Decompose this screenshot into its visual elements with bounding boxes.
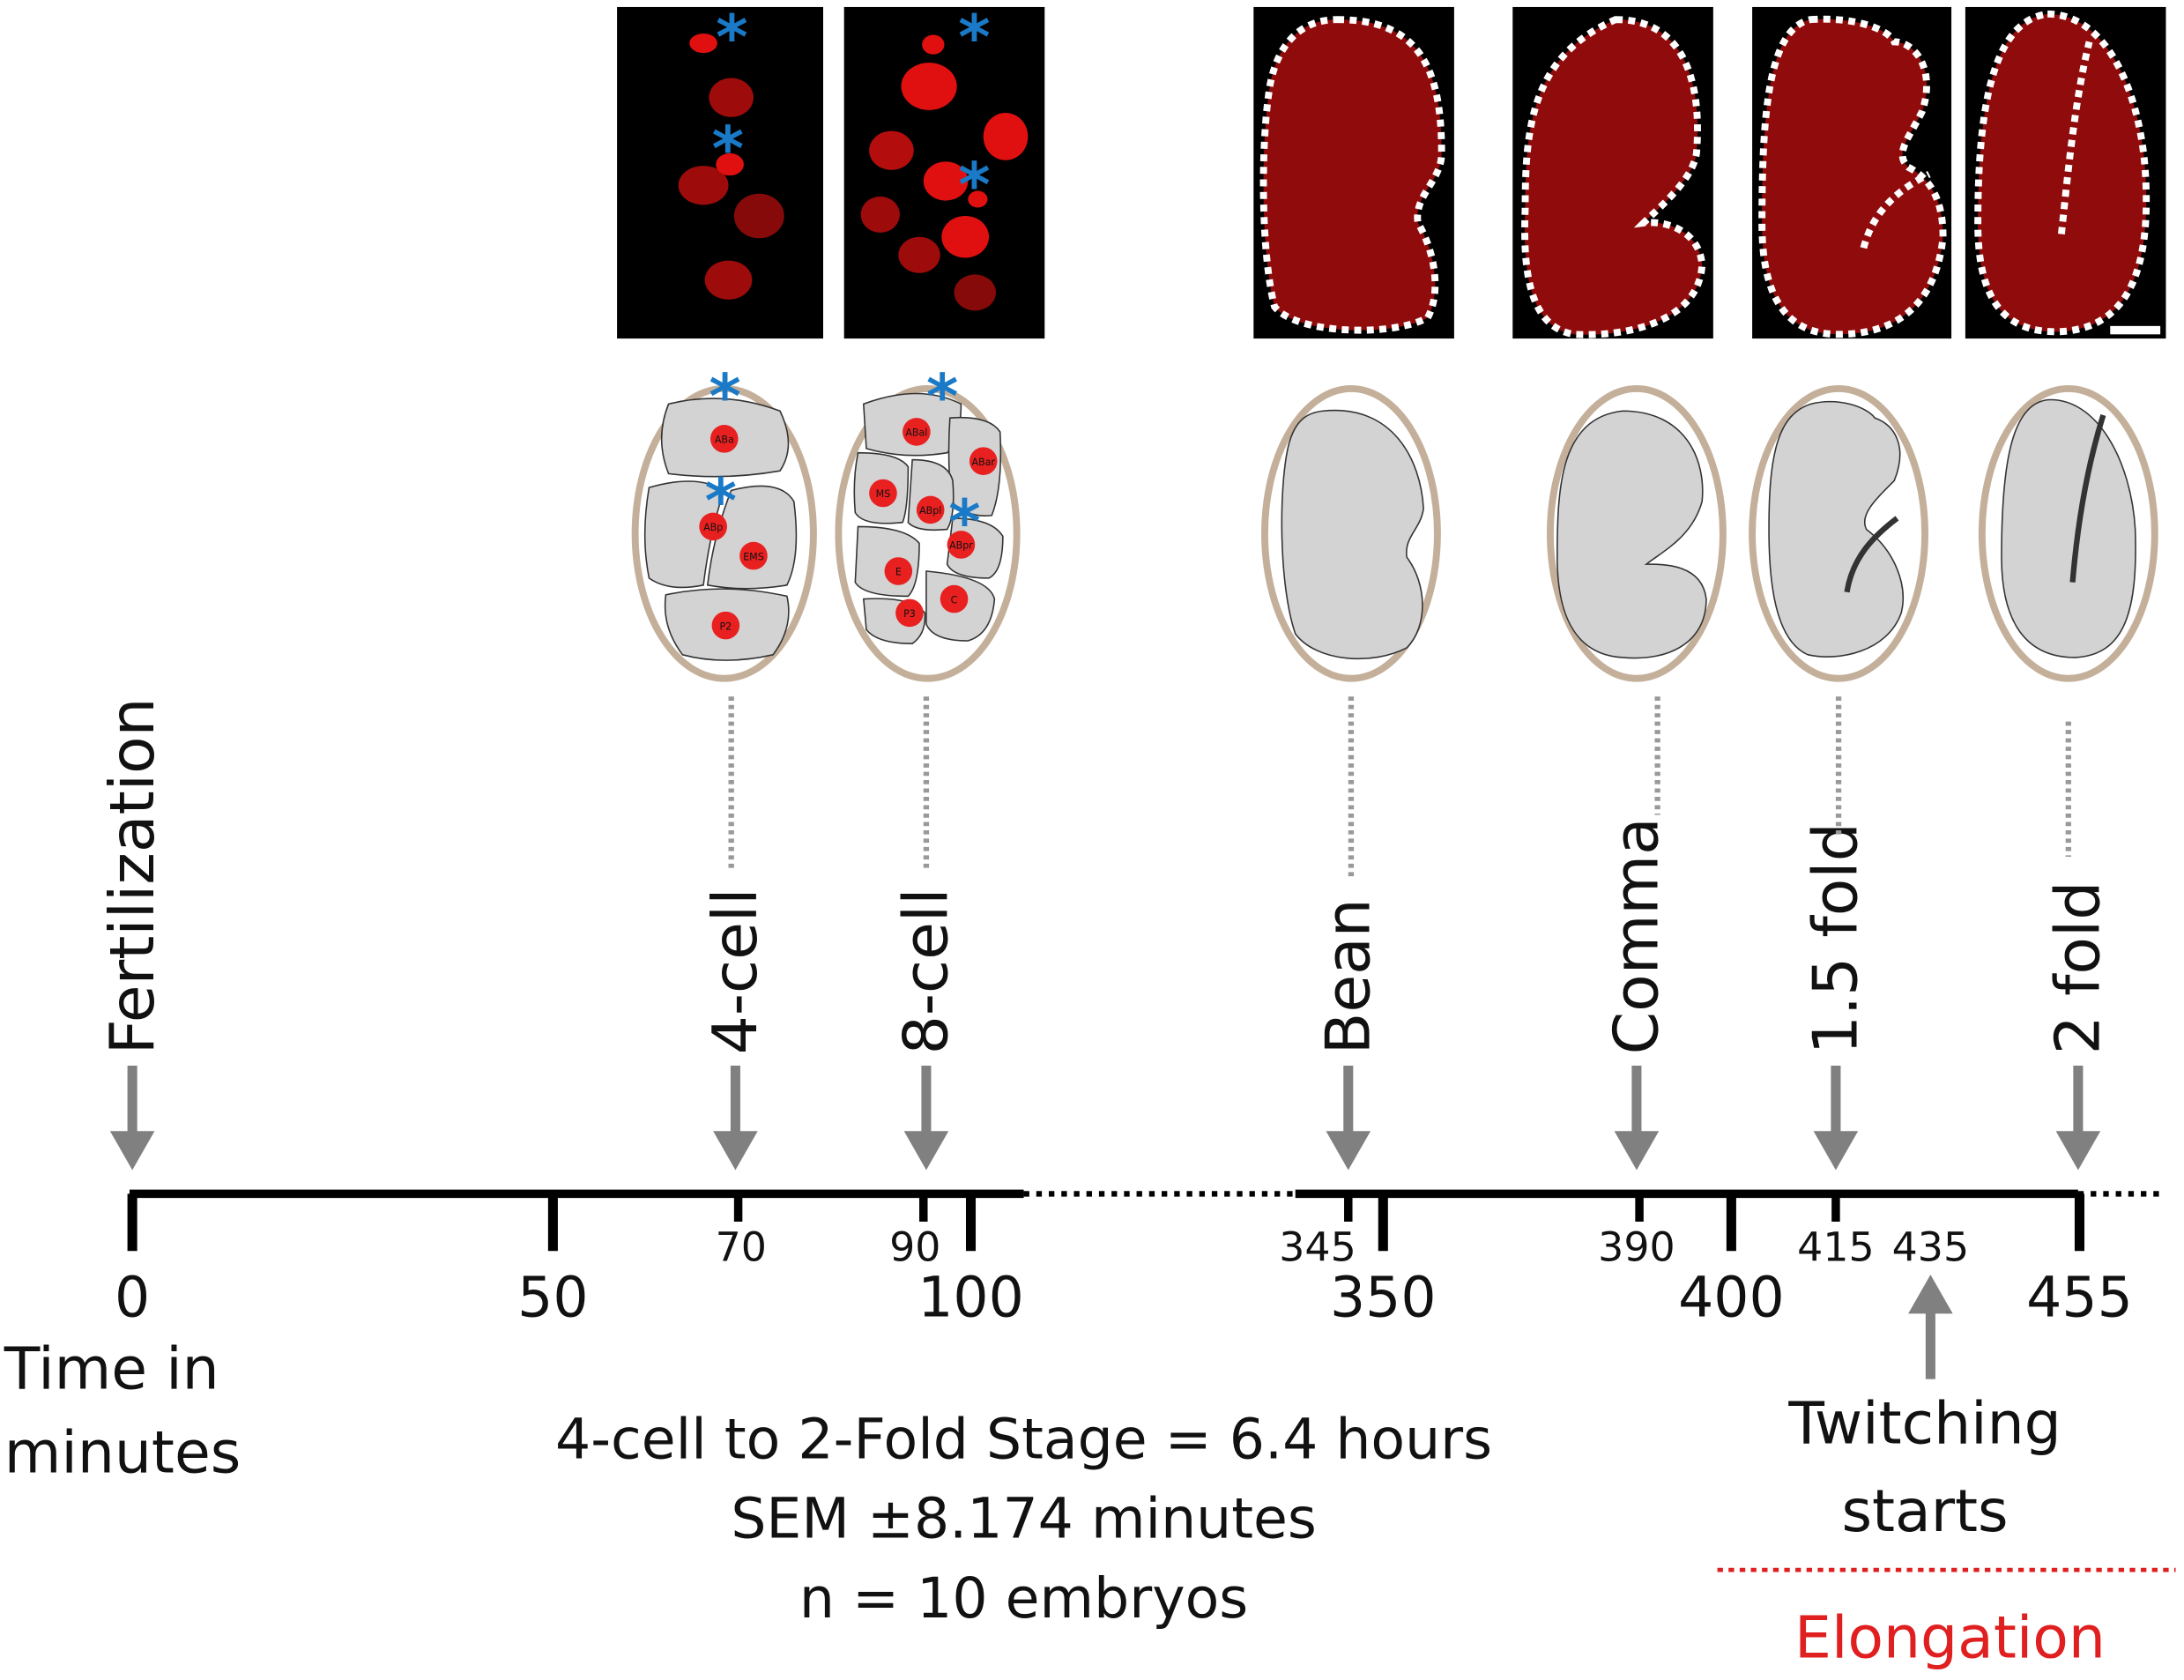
svg-text:*: * [948, 487, 980, 558]
stage-label: 8-cell [891, 888, 962, 1054]
stage-label: Comma [1601, 817, 1673, 1054]
cell-label: ABpl [919, 505, 941, 517]
major-tick-label: 50 [517, 1264, 588, 1329]
elongation-label: Elongation [1794, 1603, 2106, 1672]
cell-label: E [895, 567, 902, 578]
stage-arrow-head [1614, 1131, 1660, 1171]
stage-label: 1.5 fold [1801, 822, 1872, 1054]
svg-text:*: * [709, 361, 740, 433]
stage-arrow-head [2055, 1131, 2101, 1171]
schematics [631, 385, 2158, 682]
cell-label: P3 [903, 608, 916, 620]
svg-text:*: * [958, 150, 990, 221]
stage-arrow-head [713, 1131, 758, 1171]
svg-text:*: * [958, 2, 990, 73]
major-tick-label: 100 [917, 1264, 1024, 1329]
cell-label: ABp [703, 522, 723, 533]
stage-arrow-head [1326, 1131, 1371, 1171]
stage-arrow-head [109, 1131, 155, 1171]
axis-label: Time in [4, 1334, 219, 1403]
labels: Fertilization 4-cell 8-cell Bean Comma 1.5 fo… [4, 427, 2133, 1672]
svg-text:*: * [712, 114, 744, 185]
stage-label: 4-cell [700, 888, 771, 1054]
twitching-arrow-head [1908, 1275, 1953, 1314]
minor-tick-label: 70 [716, 1223, 767, 1270]
stage-label: 2 fold [2043, 881, 2114, 1055]
major-tick-label: 400 [1678, 1264, 1785, 1329]
nuclei [699, 418, 998, 640]
major-tick-label: 350 [1330, 1264, 1437, 1329]
minor-tick-label: 390 [1598, 1223, 1675, 1270]
svg-text:*: * [926, 361, 958, 433]
minor-tick-label: 415 [1797, 1223, 1874, 1270]
cell-label: P2 [720, 621, 732, 632]
stage-label: Fertilization [97, 697, 168, 1054]
cell-label: ABar [972, 457, 996, 468]
summary-line: 4-cell to 2-Fold Stage = 6.4 hours [555, 1407, 1492, 1472]
svg-text:*: * [716, 2, 747, 73]
cell-label: EMS [743, 551, 764, 562]
asterisks: * * * * * * * * [705, 2, 991, 558]
cell-label: ABal [905, 427, 927, 439]
cell-label: ABa [715, 435, 734, 446]
stage-label: Bean [1312, 898, 1384, 1054]
major-tick-label: 0 [115, 1264, 150, 1329]
embryo-shapes [1281, 398, 2136, 660]
timeline [129, 1189, 2176, 1572]
cell-shapes [643, 392, 1004, 661]
axis-label: minutes [4, 1417, 241, 1486]
micrographs [617, 6, 2166, 339]
twitching-label: starts [1841, 1476, 2008, 1545]
twitching-label: Twitching [1787, 1388, 2061, 1457]
minor-tick-label: 435 [1892, 1223, 1969, 1270]
stage-arrow-head [903, 1131, 949, 1171]
svg-text:*: * [705, 466, 737, 538]
stage-arrow-head [1813, 1131, 1859, 1171]
cell-label: C [951, 594, 958, 606]
cell-label: MS [876, 488, 891, 500]
cell-label: ABpr [949, 540, 973, 552]
major-tick-label: 455 [2026, 1264, 2133, 1329]
minor-tick-label: 90 [889, 1223, 940, 1270]
summary-line: n = 10 embryos [799, 1565, 1248, 1631]
summary-line: SEM ±8.174 minutes [731, 1486, 1316, 1551]
minor-tick-label: 345 [1279, 1223, 1356, 1270]
